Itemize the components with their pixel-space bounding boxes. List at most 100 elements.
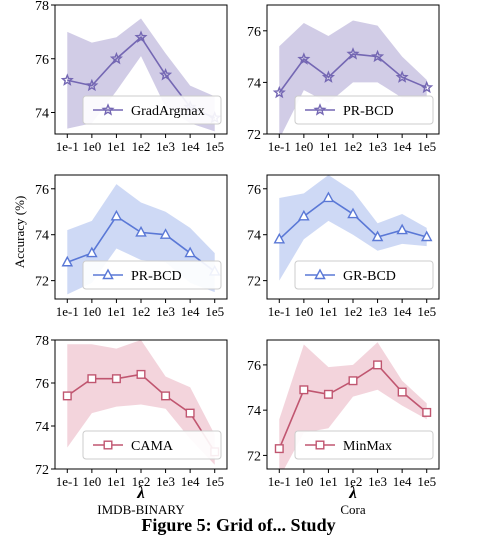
x-tick-label: 1e4 bbox=[181, 304, 200, 319]
y-tick-label: 74 bbox=[247, 76, 261, 91]
x-tick-label: 1e-1 bbox=[56, 139, 79, 154]
legend-marker bbox=[315, 440, 325, 450]
x-tick-label: 1e0 bbox=[82, 474, 101, 489]
legend-label: MinMax bbox=[343, 439, 392, 454]
confidence-band bbox=[279, 175, 427, 281]
x-tick-label: 1e0 bbox=[294, 139, 313, 154]
x-tick-label: 1e1 bbox=[107, 139, 126, 154]
x-tick-label: 1e4 bbox=[393, 139, 412, 154]
data-point bbox=[371, 230, 384, 242]
y-tick-label: 76 bbox=[247, 359, 261, 374]
data-point bbox=[297, 52, 311, 65]
data-point bbox=[111, 374, 121, 384]
data-point bbox=[347, 207, 359, 219]
x-tick-label: 1e0 bbox=[82, 139, 101, 154]
x-tick-label: 1e2 bbox=[132, 474, 151, 489]
y-tick-label: 76 bbox=[247, 25, 261, 40]
x-tick-label: 1e0 bbox=[82, 304, 101, 319]
data-point bbox=[61, 255, 74, 267]
data-point bbox=[323, 389, 333, 399]
x-tick-label: 1e5 bbox=[417, 474, 436, 489]
y-tick-label: 76 bbox=[247, 183, 261, 198]
x-tick-label: 1e3 bbox=[156, 474, 175, 489]
data-point bbox=[85, 78, 99, 92]
x-tick-label: 1e5 bbox=[205, 474, 224, 489]
confidence-band bbox=[279, 342, 427, 469]
y-tick-label: 72 bbox=[247, 128, 261, 143]
data-point bbox=[135, 225, 147, 237]
y-tick-label: 76 bbox=[35, 53, 49, 68]
y-tick-label: 74 bbox=[35, 420, 49, 435]
x-tick-label: 1e1 bbox=[319, 139, 338, 154]
data-point bbox=[136, 369, 146, 379]
x-tick-label: 1e-1 bbox=[56, 474, 79, 489]
y-tick-label: 78 bbox=[35, 0, 49, 14]
data-point bbox=[87, 374, 97, 384]
y-tick-label: 76 bbox=[35, 377, 49, 392]
data-point bbox=[159, 67, 173, 81]
panel-bottom-left-plot bbox=[62, 340, 220, 465]
x-tick-label: 1e1 bbox=[319, 304, 338, 319]
y-tick-label: 74 bbox=[35, 229, 49, 244]
legend-box bbox=[82, 95, 222, 125]
dataset-label: Cora bbox=[340, 502, 366, 517]
legend-box bbox=[294, 430, 434, 460]
x-tick-label: 1e2 bbox=[344, 139, 363, 154]
x-tick-label: 1e-1 bbox=[268, 474, 291, 489]
legend-label: CAMA bbox=[131, 439, 174, 454]
panel-middle-right-plot bbox=[273, 175, 433, 281]
panel-bottom-right-plot bbox=[274, 342, 432, 469]
data-point bbox=[273, 232, 286, 244]
data-point bbox=[371, 49, 385, 63]
figure-caption: Figure 5: Grid of... Study bbox=[141, 515, 336, 535]
x-tick-label: 1e-1 bbox=[268, 304, 291, 319]
y-tick-label: 72 bbox=[35, 275, 49, 290]
data-point bbox=[322, 191, 335, 203]
y-tick-label: 74 bbox=[247, 229, 261, 244]
legend-marker bbox=[102, 268, 114, 280]
legend-label: GR-BCD bbox=[343, 269, 396, 284]
x-tick-label: 1e3 bbox=[368, 474, 387, 489]
y-tick-label: 72 bbox=[35, 463, 49, 478]
x-axis-label: λ bbox=[348, 483, 357, 502]
data-point bbox=[185, 408, 195, 418]
panel-top-right-plot bbox=[272, 20, 434, 134]
legend-label: PR-BCD bbox=[131, 269, 182, 284]
legend-box bbox=[294, 95, 434, 125]
x-tick-label: 1e0 bbox=[294, 304, 313, 319]
y-tick-label: 74 bbox=[247, 404, 261, 419]
y-tick-label: 74 bbox=[35, 107, 49, 122]
x-tick-label: 1e4 bbox=[393, 304, 412, 319]
x-tick-label: 1e2 bbox=[132, 304, 151, 319]
series-line bbox=[278, 53, 428, 94]
x-tick-label: 1e0 bbox=[294, 474, 313, 489]
data-point bbox=[159, 228, 172, 239]
data-point bbox=[420, 80, 434, 94]
x-tick-label: 1e4 bbox=[393, 474, 412, 489]
data-point bbox=[420, 230, 433, 242]
legend-label: PR-BCD bbox=[343, 104, 394, 119]
data-point bbox=[373, 360, 383, 370]
x-tick-label: 1e3 bbox=[156, 304, 175, 319]
data-point bbox=[60, 73, 74, 86]
x-tick-label: 1e5 bbox=[205, 139, 224, 154]
x-tick-label: 1e1 bbox=[319, 474, 338, 489]
x-tick-label: 1e5 bbox=[417, 304, 436, 319]
data-point bbox=[395, 70, 409, 83]
x-tick-label: 1e2 bbox=[344, 304, 363, 319]
legend-label: GradArgmax bbox=[131, 104, 205, 119]
confidence-band bbox=[279, 20, 427, 134]
data-point bbox=[110, 209, 123, 221]
x-tick-label: 1e3 bbox=[156, 139, 175, 154]
data-point bbox=[346, 47, 360, 60]
data-point bbox=[299, 385, 309, 395]
x-tick-label: 1e1 bbox=[107, 304, 126, 319]
dataset-label: IMDB-BINARY bbox=[97, 502, 185, 517]
y-tick-label: 76 bbox=[35, 183, 49, 198]
data-point bbox=[272, 85, 286, 99]
x-tick-label: 1e3 bbox=[368, 304, 387, 319]
x-tick-label: 1e4 bbox=[181, 474, 200, 489]
legend-box bbox=[82, 260, 222, 290]
x-tick-label: 1e-1 bbox=[268, 139, 291, 154]
legend-box bbox=[294, 260, 434, 290]
